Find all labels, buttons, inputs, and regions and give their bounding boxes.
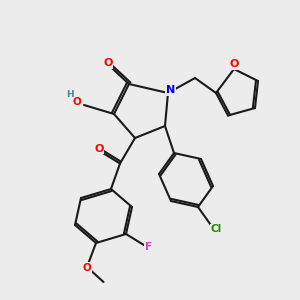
- Text: O: O: [82, 262, 91, 273]
- Text: Cl: Cl: [210, 224, 222, 235]
- Text: O: O: [94, 143, 104, 154]
- Text: O: O: [229, 59, 239, 70]
- Text: H: H: [66, 90, 74, 99]
- Text: O: O: [103, 58, 113, 68]
- Text: F: F: [145, 242, 152, 253]
- Text: O: O: [72, 97, 81, 107]
- Text: N: N: [166, 85, 175, 95]
